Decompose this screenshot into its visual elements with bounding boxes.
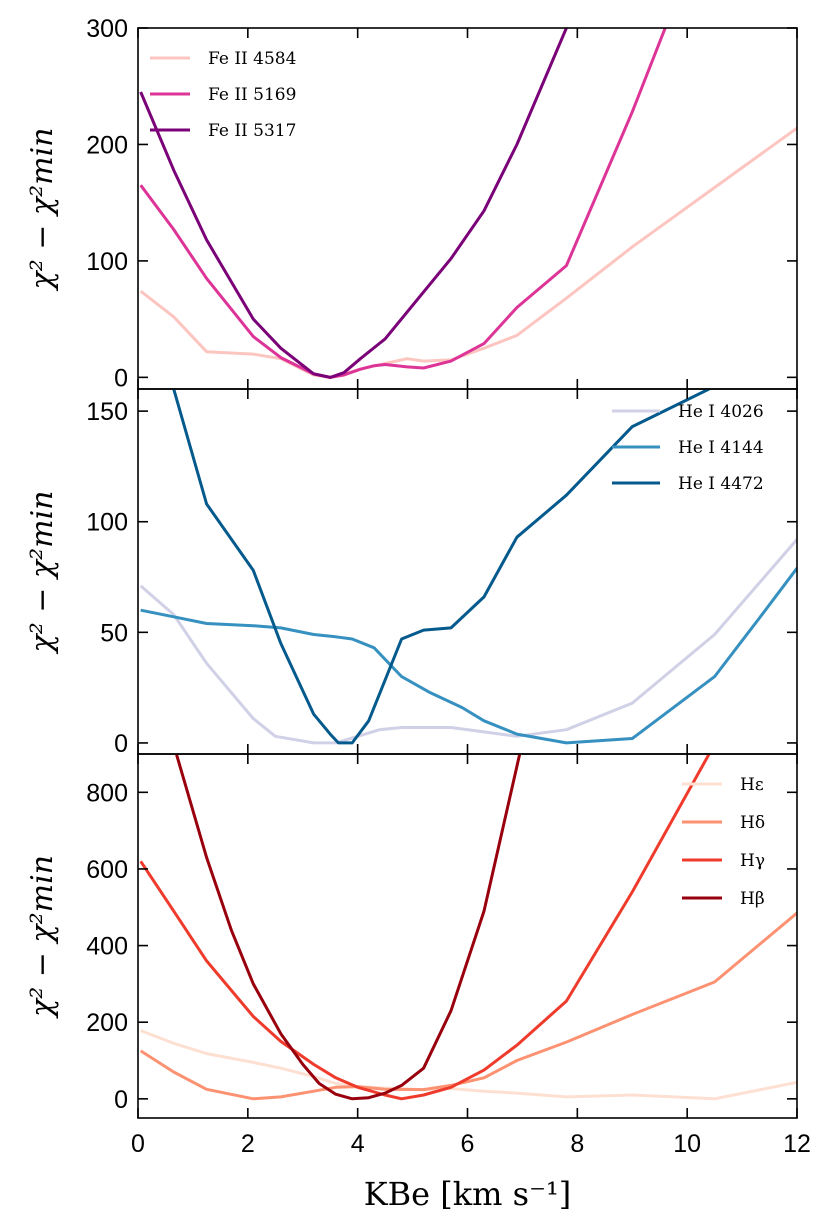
y-tick-label: 150 <box>86 398 128 426</box>
x-axis-label: KBe [km s⁻¹] <box>364 1175 572 1213</box>
legend-label: Hγ <box>740 851 765 871</box>
y-tick-label: 400 <box>86 933 128 961</box>
panel-top: 0 100 200 300 χ² − χ²min Fe II 4584 Fe II 5169… <box>25 15 798 392</box>
legend-label: He I 4026 <box>678 402 764 422</box>
series-line-hδ <box>139 911 797 1101</box>
legend-label: Hδ <box>740 813 765 833</box>
y-tick-label: 100 <box>86 509 128 537</box>
series-line-he-i-4144 <box>140 567 797 745</box>
series-line-hγ <box>139 754 711 1101</box>
series-group <box>139 754 797 1101</box>
y-tick-label: 0 <box>114 730 128 758</box>
y-tick-label: 50 <box>100 619 128 647</box>
y-tick-label: 0 <box>114 364 128 392</box>
y-tick-label: 200 <box>86 131 128 159</box>
panel-bottom: 0 200 400 600 800 0 2 4 6 8 10 12 χ² − χ²min KBe [km … <box>25 753 811 1213</box>
x-tick-label: 6 <box>461 1130 475 1158</box>
series-line-fe-ii-4584 <box>139 126 797 379</box>
legend-label: Fe II 4584 <box>208 49 296 69</box>
series-line-hε <box>140 1029 797 1101</box>
y-tick-label: 200 <box>86 1009 128 1037</box>
series-group <box>139 389 797 745</box>
y-axis-label: χ² − χ²min <box>25 855 60 1019</box>
y-axis-label: χ² − χ²min <box>25 491 60 655</box>
x-tick-label: 0 <box>131 1130 145 1158</box>
y-tick-label: 0 <box>114 1086 128 1114</box>
series-line-he-i-4026 <box>139 538 797 745</box>
legend-label: Fe II 5317 <box>208 121 296 141</box>
series-line-fe-ii-5169 <box>139 28 667 379</box>
legend: Fe II 4584 Fe II 5169 Fe II 5317 <box>150 49 296 141</box>
legend-label: He I 4472 <box>678 474 764 494</box>
legend-label: Fe II 5169 <box>208 85 296 105</box>
y-tick-label: 600 <box>86 856 128 884</box>
series-group <box>139 28 797 379</box>
x-tick-label: 8 <box>570 1130 584 1158</box>
y-axis-label: χ² − χ²min <box>25 128 60 292</box>
legend-label: He I 4144 <box>678 438 764 458</box>
x-tick-label: 4 <box>351 1130 365 1158</box>
series-line-he-i-4472 <box>172 389 710 745</box>
legend-label: Hβ <box>740 889 765 909</box>
series-line-hβ <box>174 754 522 1101</box>
series-line-fe-ii-5317 <box>139 28 568 379</box>
legend-label: Hε <box>740 775 764 795</box>
legend: He I 4026 He I 4144 He I 4472 <box>612 402 764 494</box>
y-tick-label: 800 <box>86 779 128 807</box>
plot-frame <box>137 27 798 390</box>
x-tick-label: 2 <box>241 1130 255 1158</box>
y-tick-label: 100 <box>86 248 128 276</box>
x-tick-label: 12 <box>783 1130 811 1158</box>
legend: Hε Hδ Hγ Hβ <box>682 775 765 909</box>
x-tick-label: 10 <box>673 1130 701 1158</box>
plot-frame <box>137 753 798 1119</box>
y-tick-label: 300 <box>86 15 128 43</box>
